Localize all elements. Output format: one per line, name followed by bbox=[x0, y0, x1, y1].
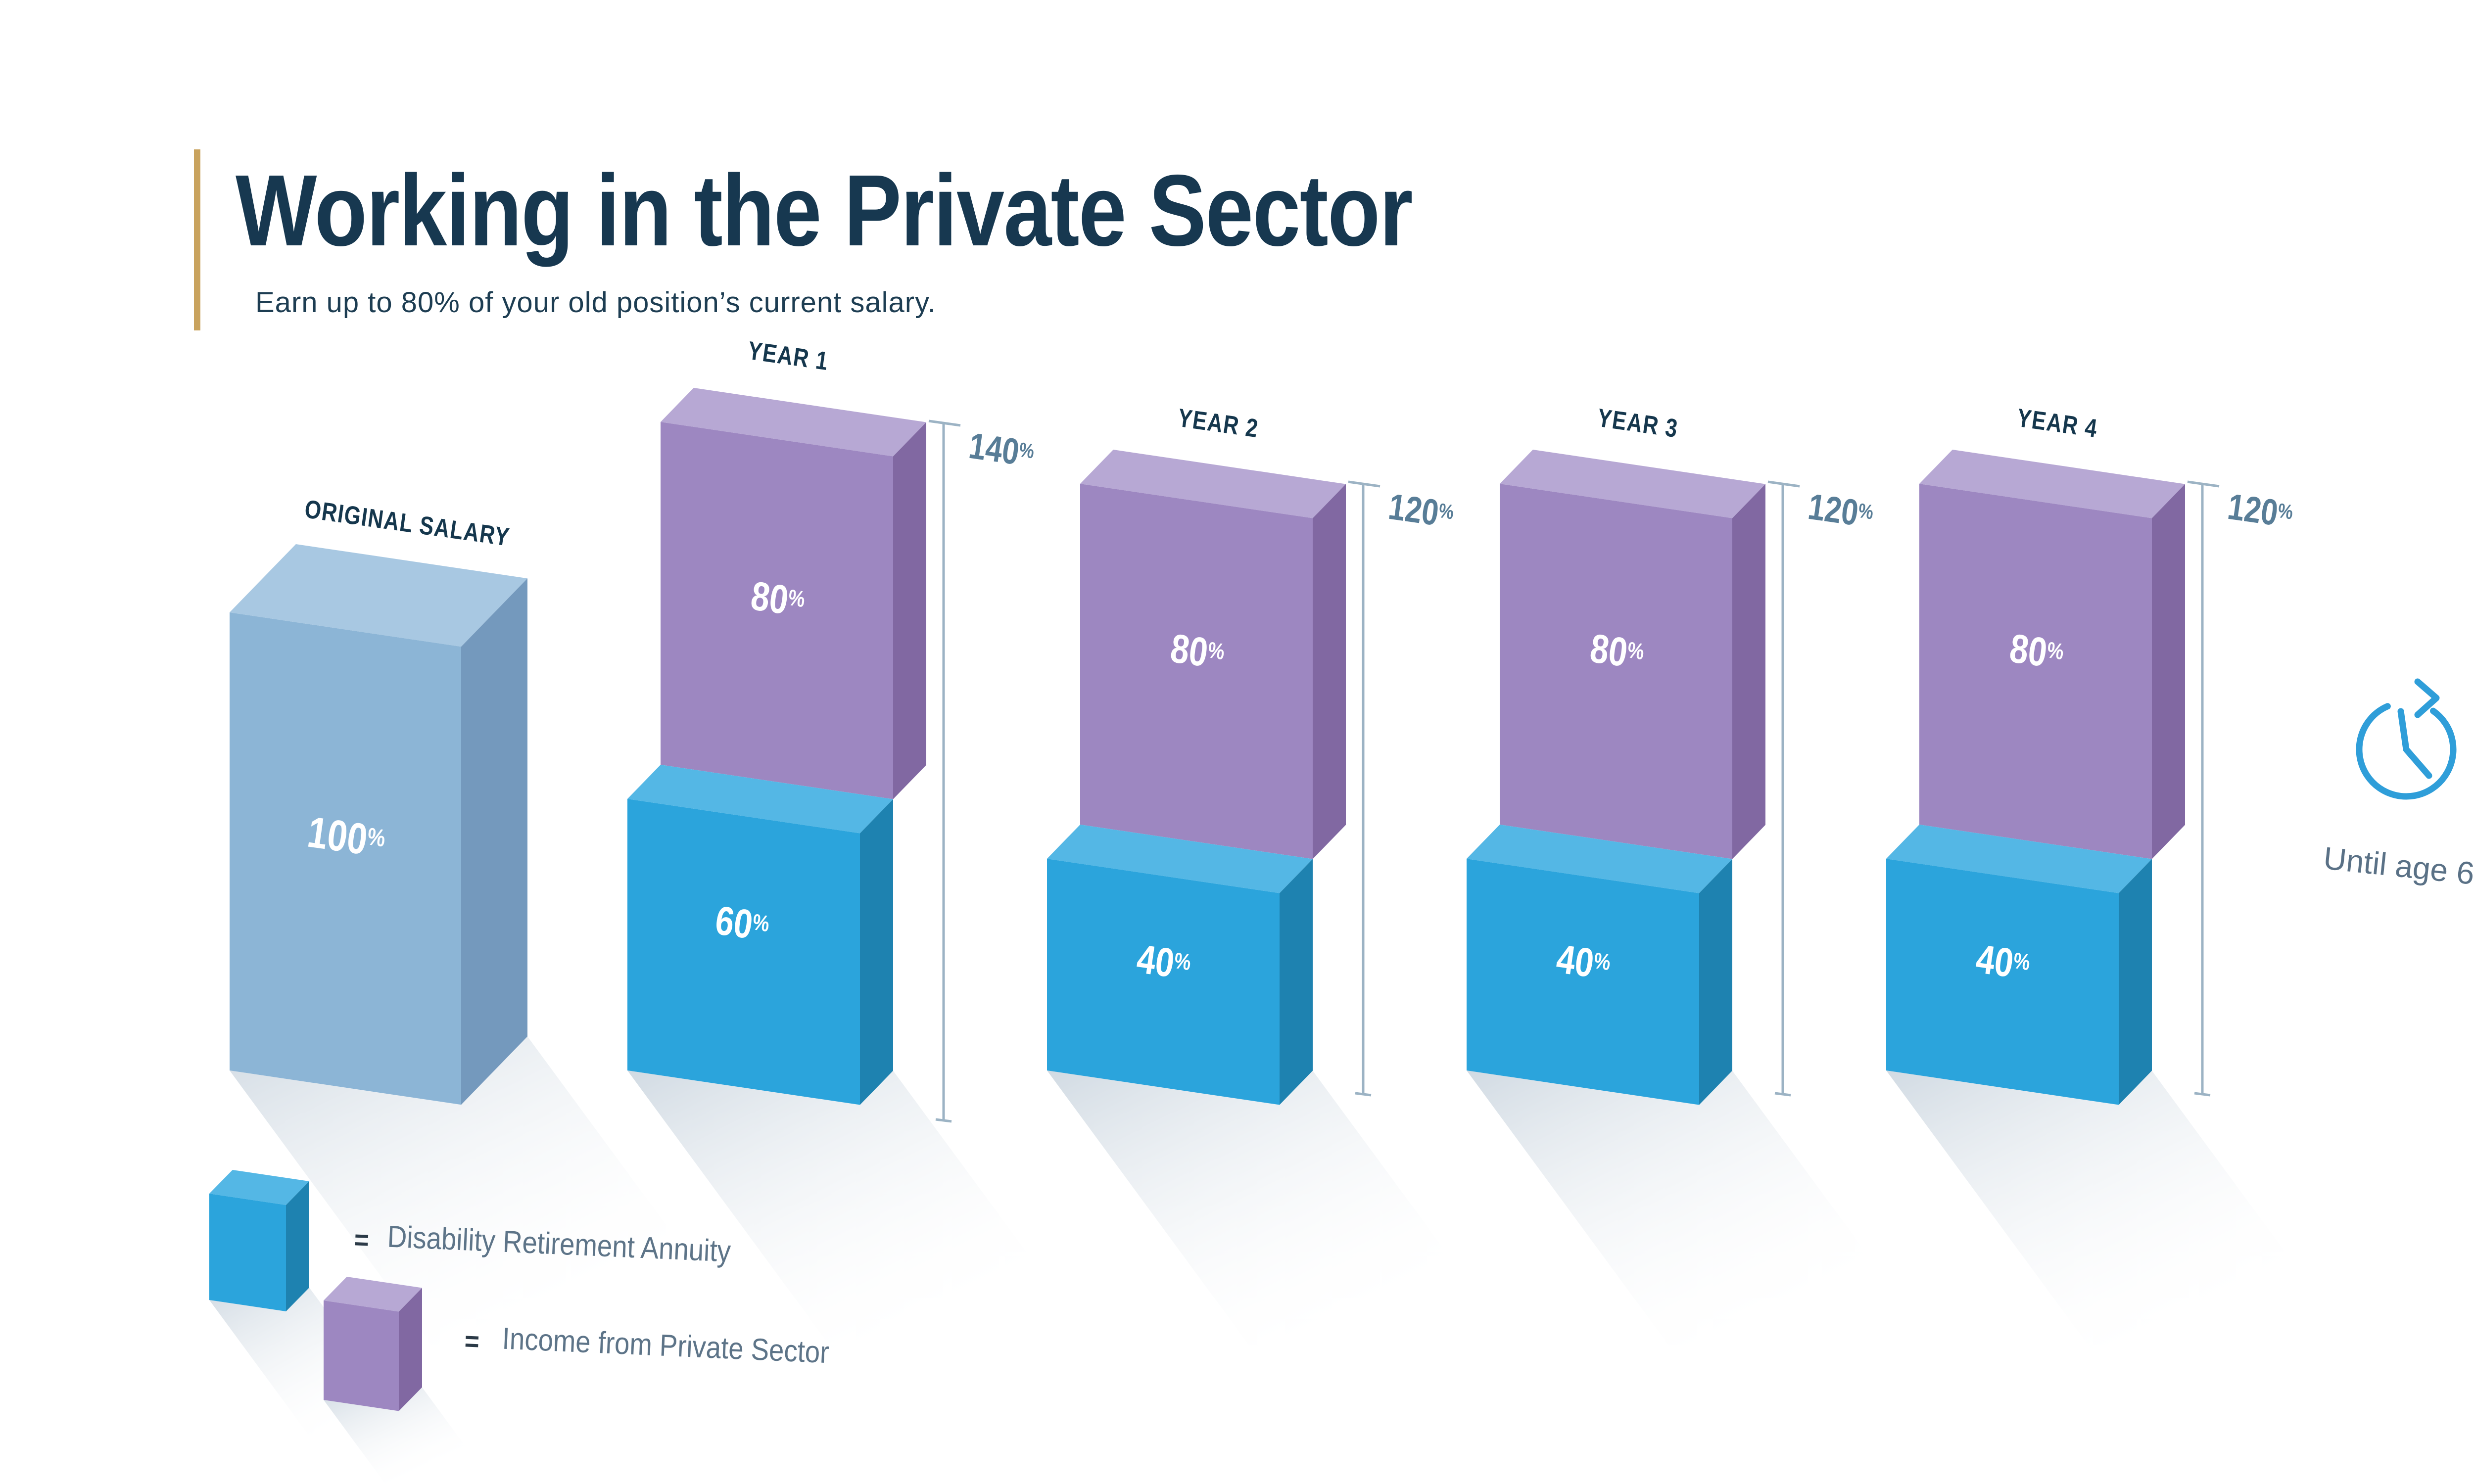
measure-line-year-4 bbox=[2187, 480, 2220, 1097]
legend-swatch-annuity-right-face bbox=[286, 1181, 309, 1311]
measure-line-year-3 bbox=[1767, 480, 1800, 1097]
clock-arrow-icon bbox=[2356, 678, 2457, 800]
measure-lines-group bbox=[928, 419, 2220, 1123]
bar-year-3-annuity-right-face bbox=[1699, 859, 1732, 1105]
legend-swatch-income-top-face bbox=[324, 1277, 422, 1312]
bar-year-3-annuity-front-face bbox=[1467, 859, 1699, 1105]
year-2-income-percent-sign: % bbox=[1206, 636, 1227, 665]
bar-year-2-income-right-face bbox=[1313, 484, 1346, 859]
year-3-income-percent-sign: % bbox=[1625, 636, 1646, 665]
year-2-annuity-percent-value: 40 bbox=[1134, 936, 1177, 986]
bar-year-2-annuity-front-face bbox=[1047, 859, 1280, 1105]
bar-year-3-income-front-face bbox=[1500, 484, 1732, 859]
year-4-annuity-percent-value: 40 bbox=[1973, 936, 2016, 986]
total-label-year-1-value: 140 bbox=[966, 424, 1022, 473]
bar-year-1-income-front-face bbox=[661, 422, 893, 799]
year-4-income-percent-value: 80 bbox=[2007, 625, 2050, 676]
year-3-income-percent-value: 80 bbox=[1587, 625, 1630, 676]
measure-line-year-1 bbox=[928, 419, 961, 1123]
bar-year-2-annuity-top-face bbox=[1047, 825, 1313, 893]
original-salary-original-percent: 100% bbox=[305, 807, 388, 868]
year-4-income-percent: 80% bbox=[2007, 625, 2066, 679]
legend-equals-income: = bbox=[464, 1325, 480, 1358]
original-salary-original-percent-sign: % bbox=[365, 823, 387, 852]
year-1-annuity-percent-sign: % bbox=[751, 908, 771, 937]
total-label-year-1-sign: % bbox=[1017, 437, 1036, 463]
year-3-income-percent: 80% bbox=[1587, 625, 1647, 679]
bar-year-1-income-top-face bbox=[661, 388, 926, 457]
year-3-annuity-percent: 40% bbox=[1554, 936, 1613, 989]
bar-original-salary-shadow bbox=[230, 1036, 856, 1484]
year-2-income-percent-value: 80 bbox=[1168, 625, 1211, 676]
year-2-income-percent: 80% bbox=[1168, 625, 1227, 679]
bar-year-4-shadow bbox=[1886, 1070, 2456, 1484]
bar-year-1-annuity-front-face bbox=[627, 799, 860, 1105]
bar-year-1-annuity-top-face bbox=[627, 765, 893, 834]
bar-year-4-annuity-top-face bbox=[1886, 825, 2152, 893]
bar-year-4-annuity-right-face bbox=[2119, 859, 2152, 1105]
bar-original-salary-original-right-face bbox=[461, 578, 527, 1105]
year-4-income-percent-sign: % bbox=[2045, 636, 2066, 665]
total-label-year-4-sign: % bbox=[2276, 498, 2295, 524]
year-1-income-percent-sign: % bbox=[786, 584, 807, 612]
bar-original-salary-original-top-face bbox=[230, 544, 527, 647]
title-accent-bar bbox=[194, 149, 200, 330]
year-3-annuity-percent-value: 40 bbox=[1554, 936, 1597, 986]
bar-year-2-income-top-face bbox=[1080, 450, 1346, 518]
bar-year-4-income-top-face bbox=[1919, 450, 2185, 518]
legend-equals-annuity: = bbox=[353, 1223, 370, 1256]
year-2-annuity-percent-sign: % bbox=[1172, 947, 1193, 975]
page-title: Working in the Private Sector bbox=[236, 154, 1413, 267]
year-3-annuity-percent-sign: % bbox=[1592, 947, 1613, 975]
bar-year-4-annuity-front-face bbox=[1886, 859, 2119, 1105]
year-2-annuity-percent: 40% bbox=[1134, 936, 1193, 989]
bar-year-1-income-right-face bbox=[893, 422, 926, 799]
year-4-annuity-percent-sign: % bbox=[2011, 947, 2032, 975]
original-salary-original-percent-value: 100 bbox=[304, 807, 371, 864]
bar-year-4-income-front-face bbox=[1919, 484, 2152, 859]
year-1-annuity-percent-value: 60 bbox=[713, 897, 756, 948]
measure-line-year-2 bbox=[1348, 480, 1380, 1097]
year-1-annuity-percent: 60% bbox=[713, 897, 772, 951]
bar-year-2-income-front-face bbox=[1080, 484, 1313, 859]
legend-swatch-annuity-top-face bbox=[209, 1170, 309, 1205]
bars-group bbox=[209, 388, 2185, 1411]
legend-swatch-income-front-face bbox=[324, 1300, 399, 1411]
bar-year-3-income-right-face bbox=[1732, 484, 1765, 859]
legend-swatch-income-shadow bbox=[324, 1387, 493, 1484]
legend-swatch-annuity-front-face bbox=[209, 1194, 286, 1311]
total-label-year-2: 120% bbox=[1386, 485, 1456, 536]
legend-swatch-income-right-face bbox=[399, 1288, 422, 1411]
total-label-year-2-value: 120 bbox=[1386, 485, 1442, 534]
total-label-year-4: 120% bbox=[2225, 485, 2295, 536]
total-label-year-3-sign: % bbox=[1856, 498, 1875, 524]
bar-original-salary-original-front-face bbox=[230, 612, 461, 1105]
bar-year-3-income-top-face bbox=[1500, 450, 1765, 518]
total-label-year-3-value: 120 bbox=[1806, 485, 1861, 534]
year-1-income-percent-value: 80 bbox=[748, 573, 791, 623]
total-label-year-1: 140% bbox=[966, 424, 1037, 475]
bar-year-4-income-right-face bbox=[2152, 484, 2185, 859]
year-1-income-percent: 80% bbox=[748, 573, 808, 626]
total-label-year-4-value: 120 bbox=[2225, 485, 2281, 534]
bar-year-3-shadow bbox=[1467, 1070, 2037, 1484]
page-subtitle: Earn up to 80% of your old position’s cu… bbox=[255, 286, 936, 319]
year-4-annuity-percent: 40% bbox=[1973, 936, 2033, 989]
bar-year-2-annuity-right-face bbox=[1280, 859, 1313, 1105]
bar-year-1-annuity-right-face bbox=[860, 799, 893, 1105]
bar-year-2-shadow bbox=[1047, 1070, 1617, 1484]
total-label-year-3: 120% bbox=[1806, 485, 1876, 536]
total-label-year-2-sign: % bbox=[1437, 498, 1456, 524]
bar-year-1-shadow bbox=[627, 1070, 1197, 1484]
bar-year-3-annuity-top-face bbox=[1467, 825, 1732, 893]
